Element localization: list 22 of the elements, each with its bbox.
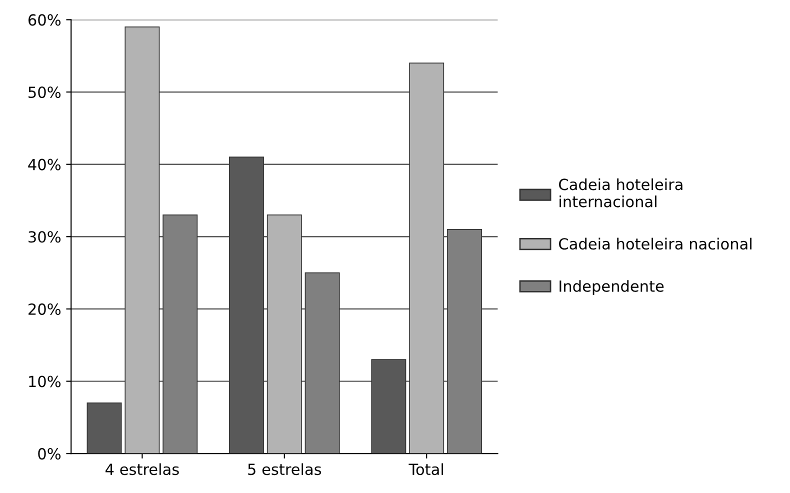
bar xyxy=(162,214,198,454)
bar xyxy=(304,272,340,454)
y-tick-label: 30% xyxy=(28,231,61,243)
y-tick-label: 20% xyxy=(28,303,61,315)
bar xyxy=(447,228,482,454)
legend-label: Cadeia hoteleira nacional xyxy=(559,238,752,250)
x-tick-label: 5 estrelas xyxy=(248,463,322,476)
x-tick-label: 4 estrelas xyxy=(106,463,179,476)
y-tick-label: 60% xyxy=(28,14,61,26)
bar xyxy=(124,26,160,454)
legend-label: Cadeia hoteleira internacional xyxy=(559,178,682,208)
bar xyxy=(371,359,406,454)
y-tick-label: 10% xyxy=(29,376,61,388)
bar xyxy=(266,214,302,454)
x-tick-label: Total xyxy=(408,463,444,476)
y-tick-label: 0% xyxy=(38,448,61,460)
y-tick-label: 40% xyxy=(28,158,61,170)
bar xyxy=(409,62,444,454)
bar xyxy=(228,156,264,454)
y-tick-label: 50% xyxy=(28,86,61,98)
legend-label: Independente xyxy=(560,280,664,295)
bar xyxy=(86,402,122,454)
